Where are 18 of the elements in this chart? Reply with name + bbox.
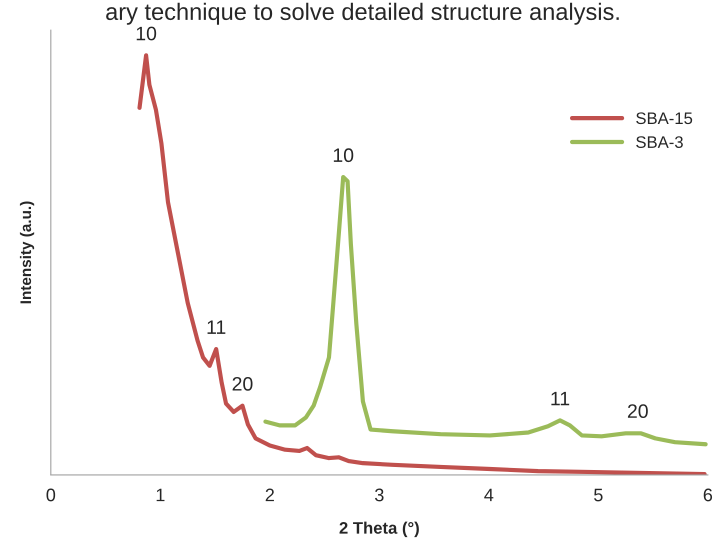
x-tick-label: 4	[484, 488, 494, 502]
x-tick-label: 3	[375, 488, 384, 502]
annotation: 10	[136, 26, 156, 40]
x-tick-label: 1	[156, 488, 164, 502]
y-axis-title: Intensity (a.u.)	[20, 202, 34, 304]
x-tick-label: 2	[266, 488, 274, 502]
annotation: 11	[208, 320, 226, 334]
x-tick-label: 6	[704, 488, 712, 502]
x-tick-label: 5	[594, 488, 603, 502]
text: ary technique to solve detailed structure analysis.	[106, 2, 619, 25]
annotation: 20	[232, 376, 253, 391]
legend-label: SBA-3	[636, 136, 683, 148]
annotation: 10	[334, 148, 354, 162]
legend-label: SBA-15	[636, 112, 692, 124]
x-tick-label: 0	[46, 488, 56, 502]
annotation: 20	[628, 404, 648, 418]
x-axis-title: 2 Theta (°)	[340, 522, 419, 538]
annotation: 11	[551, 392, 570, 406]
